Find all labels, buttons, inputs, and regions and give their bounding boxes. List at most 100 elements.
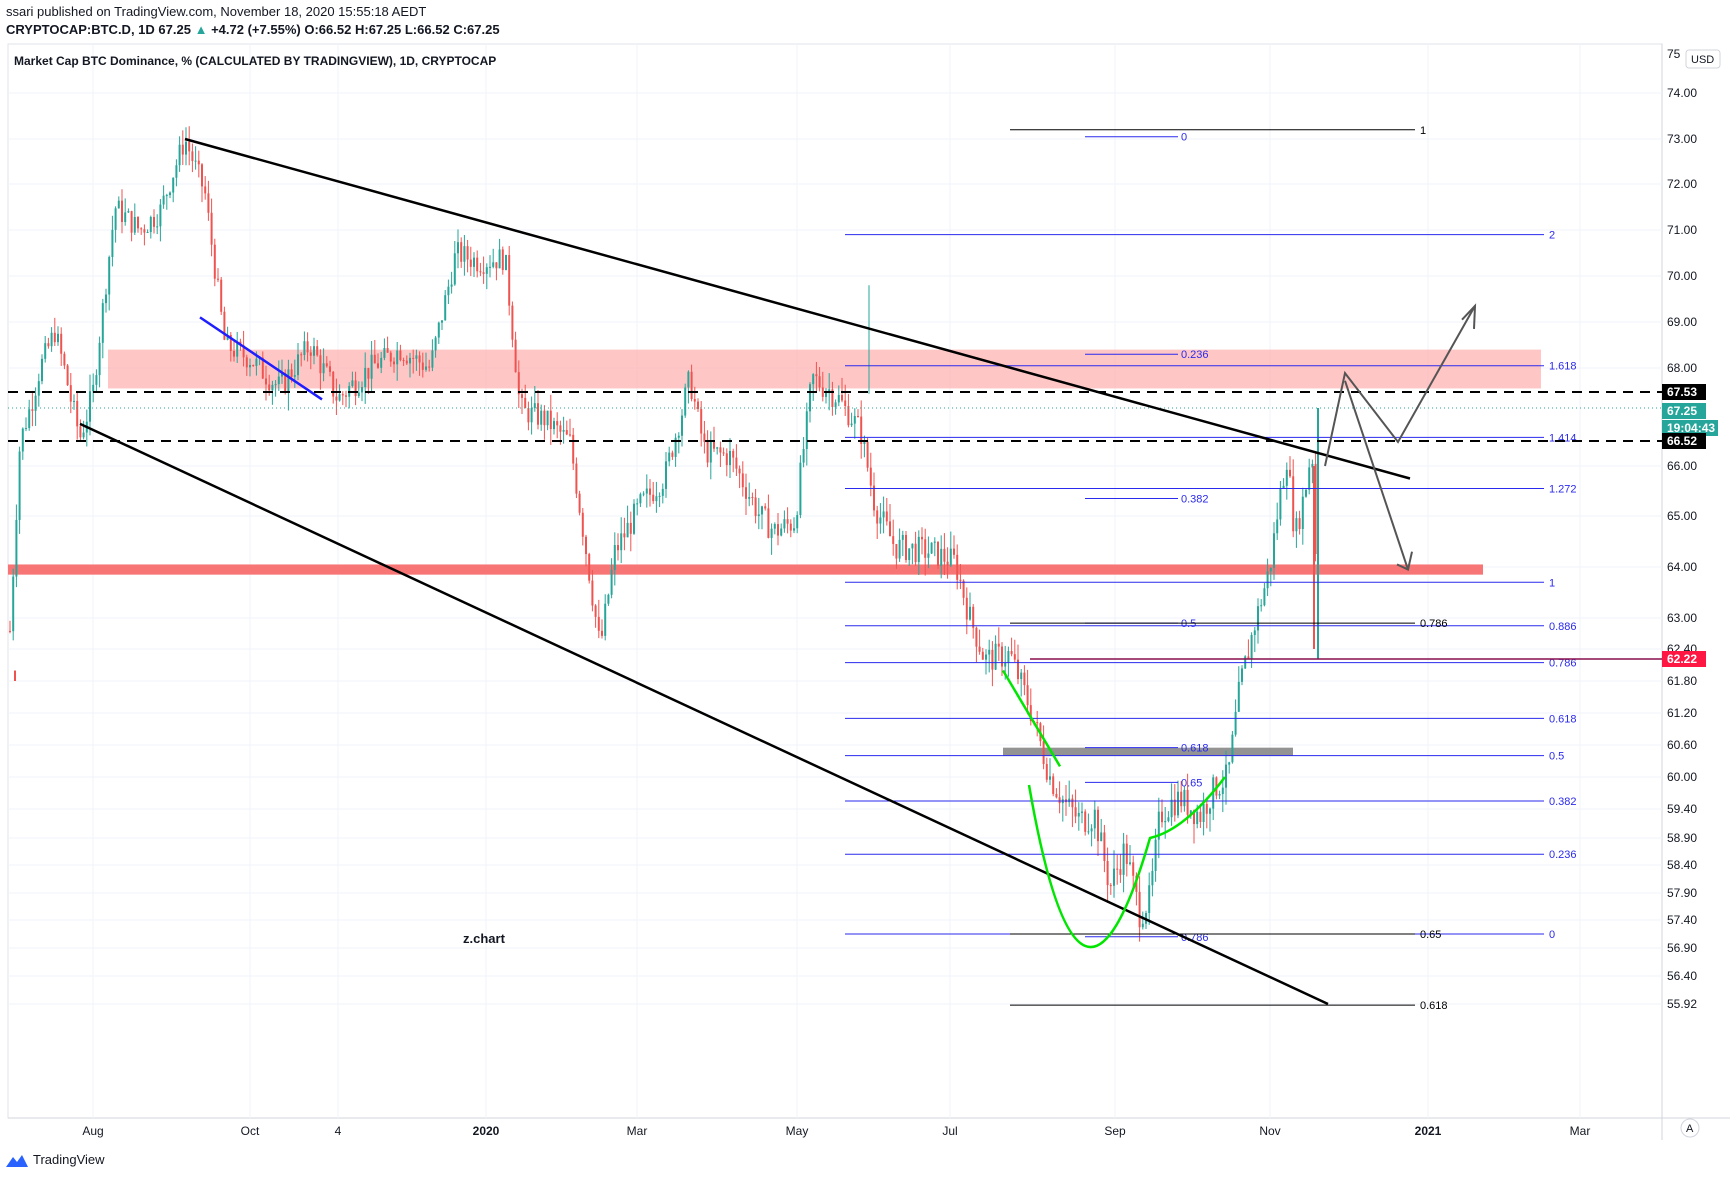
candle-body: [940, 548, 943, 566]
candle-body: [1100, 832, 1103, 842]
candle-body: [1209, 808, 1211, 814]
candle-body: [978, 646, 981, 652]
candle-body: [300, 354, 303, 356]
candle-body: [1167, 817, 1170, 821]
resistance-zone: [108, 349, 1541, 389]
tradingview-logo-icon: [6, 1154, 28, 1167]
candle-body: [181, 144, 184, 155]
candle-body: [1263, 588, 1266, 606]
candle-body: [991, 649, 994, 670]
fib-black-label: 1: [1420, 125, 1426, 137]
price-tick-label-clipped: 75: [1667, 47, 1681, 61]
candle-body: [9, 630, 11, 632]
candle-body: [1045, 764, 1048, 780]
time-tick-label: Sep: [1104, 1124, 1126, 1138]
candle-body: [1257, 606, 1259, 631]
candle-body: [1308, 467, 1311, 490]
candle-body: [405, 360, 408, 364]
candle-body: [213, 244, 216, 279]
candle-body: [732, 450, 735, 458]
price-label-box: [1662, 384, 1706, 400]
candle-body: [780, 528, 783, 536]
candle-body: [1276, 519, 1279, 534]
candle-body: [1132, 862, 1135, 876]
candle-body: [373, 354, 376, 364]
candle-body: [885, 511, 888, 522]
candle-body: [50, 332, 53, 347]
candle-body: [1292, 476, 1295, 532]
candle-body: [1186, 789, 1189, 815]
candle-body: [533, 403, 536, 409]
tradingview-logo[interactable]: TradingView: [6, 1152, 105, 1167]
candle-body: [943, 548, 946, 562]
candle-body: [47, 343, 50, 347]
currency-label: USD: [1691, 54, 1714, 66]
candle-body: [949, 548, 952, 566]
low-label: L:: [404, 22, 418, 37]
candle-body: [681, 415, 683, 436]
candle-body: [898, 539, 901, 559]
candle-body: [89, 391, 91, 422]
candle-body: [450, 284, 453, 287]
candle-body: [565, 430, 568, 435]
candle-body: [351, 380, 354, 387]
candle-body: [1196, 811, 1199, 825]
candle-body: [482, 272, 485, 274]
candle-body: [1237, 681, 1240, 712]
candle-body: [1180, 791, 1183, 807]
candle-body: [1071, 798, 1074, 808]
time-axis: Aug Oct 4 2020 Mar May Jul Sep Nov 2021 Mar: [82, 1124, 1590, 1138]
candle-body: [805, 411, 808, 449]
candle-body: [108, 256, 111, 295]
candle-body: [626, 522, 629, 538]
price-label-box: [1662, 433, 1706, 449]
candle-body: [204, 186, 207, 194]
candle-body: [60, 333, 63, 354]
candle-body: [175, 165, 178, 178]
candle-body: [306, 341, 309, 353]
candle-body: [1148, 885, 1151, 914]
candle-body: [658, 495, 661, 497]
candle-body: [463, 246, 466, 262]
candle-body: [1081, 811, 1083, 813]
candle-body: [719, 447, 722, 453]
candle-body: [437, 322, 440, 338]
candle-body: [738, 468, 741, 474]
candle-body: [37, 381, 40, 396]
candle-body: [284, 373, 287, 392]
candle-body: [188, 141, 191, 152]
candle-body: [713, 441, 715, 449]
candle-body: [514, 339, 517, 373]
candle-body: [853, 415, 856, 424]
candle-body: [98, 342, 101, 376]
candle-body: [399, 350, 402, 361]
candle-body: [1087, 831, 1090, 833]
candle-body: [252, 364, 255, 366]
candle-body: [722, 452, 725, 454]
candle-body: [453, 253, 456, 285]
candle-body: [63, 353, 66, 366]
candle-body: [114, 208, 117, 230]
candle-body: [393, 361, 395, 365]
candle-body: [466, 246, 469, 260]
candle-body: [988, 649, 991, 655]
candle-body: [92, 384, 95, 392]
candle-body: [281, 373, 283, 377]
candle-body: [1049, 776, 1051, 780]
candle-body: [137, 217, 139, 229]
auto-scale-button: [1680, 1118, 1700, 1138]
candle-body: [1202, 803, 1205, 822]
low-value: 66.52: [417, 22, 450, 37]
candle-body: [41, 358, 43, 382]
candle-body: [1260, 605, 1263, 607]
symbol-label: CRYPTOCAP:BTC.D, 1D: [6, 22, 155, 37]
publish-info: ssari published on TradingView.com, Nove…: [6, 4, 427, 19]
candle-body: [636, 503, 639, 505]
candle-body: [191, 151, 194, 162]
candle-body: [933, 541, 936, 543]
price-label-box: [1662, 651, 1706, 667]
price-tick-label: 55.92: [1667, 997, 1697, 1011]
candle-body: [860, 416, 863, 445]
candle-body: [527, 408, 530, 423]
